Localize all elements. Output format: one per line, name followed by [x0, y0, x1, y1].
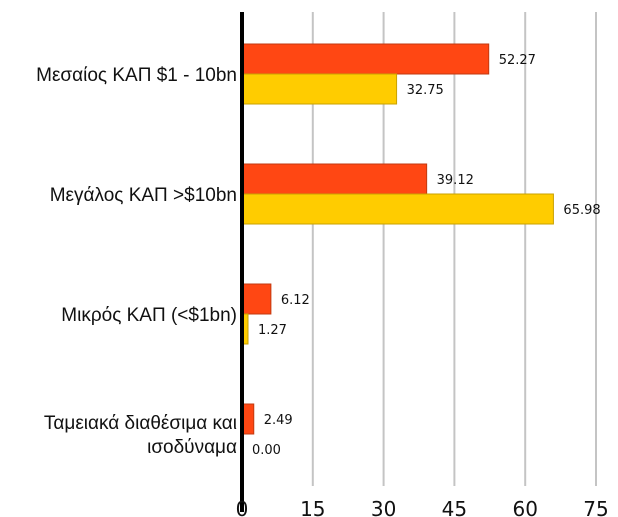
- data-label: 6.12: [281, 293, 310, 308]
- data-label: 1.27: [258, 323, 287, 338]
- x-tick-label: 60: [512, 497, 537, 517]
- data-label: 52.27: [499, 53, 536, 68]
- category-label: Μεσαίος ΚΑΠ $1 - 10bn: [36, 65, 237, 86]
- bars: [241, 43, 554, 435]
- bar: [241, 163, 428, 195]
- data-label: 2.49: [264, 413, 293, 428]
- data-label: 0.00: [252, 443, 281, 458]
- x-tick-label: 30: [371, 497, 396, 517]
- data-label: 39.12: [437, 173, 474, 188]
- x-tick-label: 0: [236, 497, 249, 517]
- x-tick-label: 75: [583, 497, 608, 517]
- x-tick-label: 45: [442, 497, 467, 517]
- category-label: Ταμειακά διαθέσιμα και: [44, 413, 237, 434]
- category-label: Μεγάλος ΚΑΠ >$10bn: [50, 185, 237, 206]
- category-label: ισοδύναμα: [147, 437, 237, 458]
- category-label: Μικρός ΚΑΠ (<$1bn): [61, 305, 237, 326]
- x-tick-label: 15: [300, 497, 325, 517]
- data-label: 32.75: [407, 83, 444, 98]
- data-label: 65.98: [563, 203, 600, 218]
- bar: [241, 283, 272, 315]
- labels: 0 15 30 45 60 75 52.27 39.12 6.12 2.49 32.75 65.98 1…: [36, 53, 609, 517]
- bar: [241, 193, 554, 225]
- bar: [241, 43, 490, 75]
- bar: [241, 73, 398, 105]
